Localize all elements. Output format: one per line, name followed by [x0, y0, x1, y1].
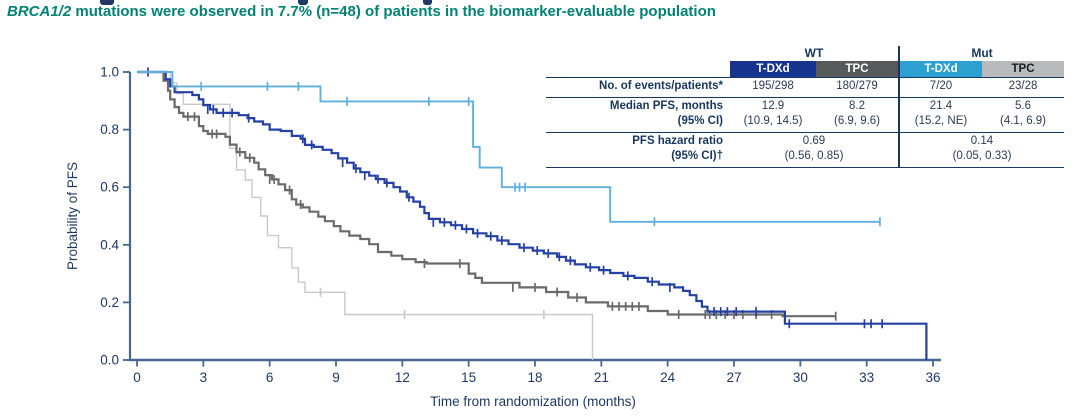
- subtitle-gene: BRCA1/2: [7, 3, 72, 20]
- svg-text:30: 30: [793, 370, 808, 385]
- hr-label-line2: (95% CI)†: [671, 150, 723, 163]
- y-axis-title: Probability of PFS: [65, 161, 80, 271]
- events-mut-tpc: 23/28: [982, 78, 1064, 98]
- group-header-mut: Mut: [898, 46, 1064, 61]
- svg-text:3: 3: [200, 370, 208, 385]
- svg-text:24: 24: [660, 370, 676, 385]
- median-value: 12.9: [761, 99, 785, 112]
- svg-text:9: 9: [332, 370, 340, 385]
- clipped-title-glyphs: [298, 0, 308, 5]
- svg-text:0.2: 0.2: [100, 295, 119, 310]
- median-value: 8.2: [849, 99, 865, 112]
- clipped-title-glyphs: [423, 0, 432, 5]
- spacer: [546, 46, 730, 61]
- hr-label-line1: PFS hazard ratio: [632, 134, 723, 147]
- row-label-median: Median PFS, months (95% CI): [546, 98, 730, 133]
- hr-ci: (0.56, 0.85): [784, 150, 844, 163]
- svg-text:21: 21: [594, 370, 609, 385]
- svg-text:1.0: 1.0: [100, 65, 119, 80]
- group-header-wt: WT: [804, 46, 824, 60]
- median-mut-tpc: 5.6 (4.1, 6.9): [982, 98, 1064, 133]
- median-label-line1: Median PFS, months: [609, 99, 723, 112]
- events-wt-tdxd: 195/298: [730, 78, 816, 98]
- events-mut-tdxd: 7/20: [898, 78, 982, 98]
- hr-value: 0.14: [970, 134, 994, 147]
- clipped-title-glyphs: [100, 0, 114, 5]
- svg-text:0.6: 0.6: [100, 180, 119, 195]
- subtitle: BRCA1/2 mutations were observed in 7.7% …: [7, 3, 716, 20]
- median-mut-tdxd: 21.4 (15.2, NE): [898, 97, 982, 133]
- median-ci: (15.2, NE): [914, 115, 968, 128]
- hr-wt: 0.69 (0.56, 0.85): [730, 133, 898, 168]
- svg-text:0: 0: [133, 370, 141, 385]
- col-header-mut-tdxd: T-DXd: [898, 61, 982, 78]
- svg-text:36: 36: [925, 370, 940, 385]
- row-label-events: No. of events/patients*: [546, 78, 730, 98]
- col-header-wt-tdxd: T-DXd: [730, 61, 816, 78]
- spacer: [546, 61, 730, 78]
- median-ci: (6.9, 9.6): [833, 115, 881, 128]
- median-ci: (10.9, 14.5): [743, 115, 803, 128]
- median-wt-tdxd: 12.9 (10.9, 14.5): [730, 98, 816, 133]
- col-header-wt-tpc: TPC: [816, 61, 898, 78]
- median-value: 5.6: [1015, 99, 1031, 112]
- hr-mut: 0.14 (0.05, 0.33): [898, 132, 1064, 168]
- svg-text:6: 6: [266, 370, 274, 385]
- median-label-line2: (95% CI): [677, 115, 723, 128]
- svg-text:33: 33: [859, 370, 874, 385]
- hr-value: 0.69: [802, 134, 826, 147]
- svg-text:0.8: 0.8: [100, 122, 119, 137]
- svg-text:0.0: 0.0: [100, 353, 119, 368]
- events-wt-tpc: 180/279: [816, 78, 898, 98]
- median-ci: (4.1, 6.9): [999, 115, 1047, 128]
- subtitle-text: mutations were observed in 7.7% (n=48) o…: [71, 3, 716, 20]
- hr-ci: (0.05, 0.33): [952, 150, 1012, 163]
- median-wt-tpc: 8.2 (6.9, 9.6): [816, 98, 898, 133]
- col-header-mut-tpc: TPC: [982, 61, 1064, 78]
- row-label-hr: PFS hazard ratio (95% CI)†: [546, 133, 730, 168]
- svg-text:27: 27: [726, 370, 741, 385]
- svg-text:12: 12: [395, 370, 410, 385]
- x-axis-title: Time from randomization (months): [430, 394, 636, 409]
- results-table: WT Mut T-DXd TPC T-DXd TPC No. of events…: [546, 46, 1064, 168]
- svg-text:15: 15: [461, 370, 476, 385]
- median-value: 21.4: [929, 99, 953, 112]
- svg-text:18: 18: [527, 370, 542, 385]
- svg-text:0.4: 0.4: [100, 237, 119, 252]
